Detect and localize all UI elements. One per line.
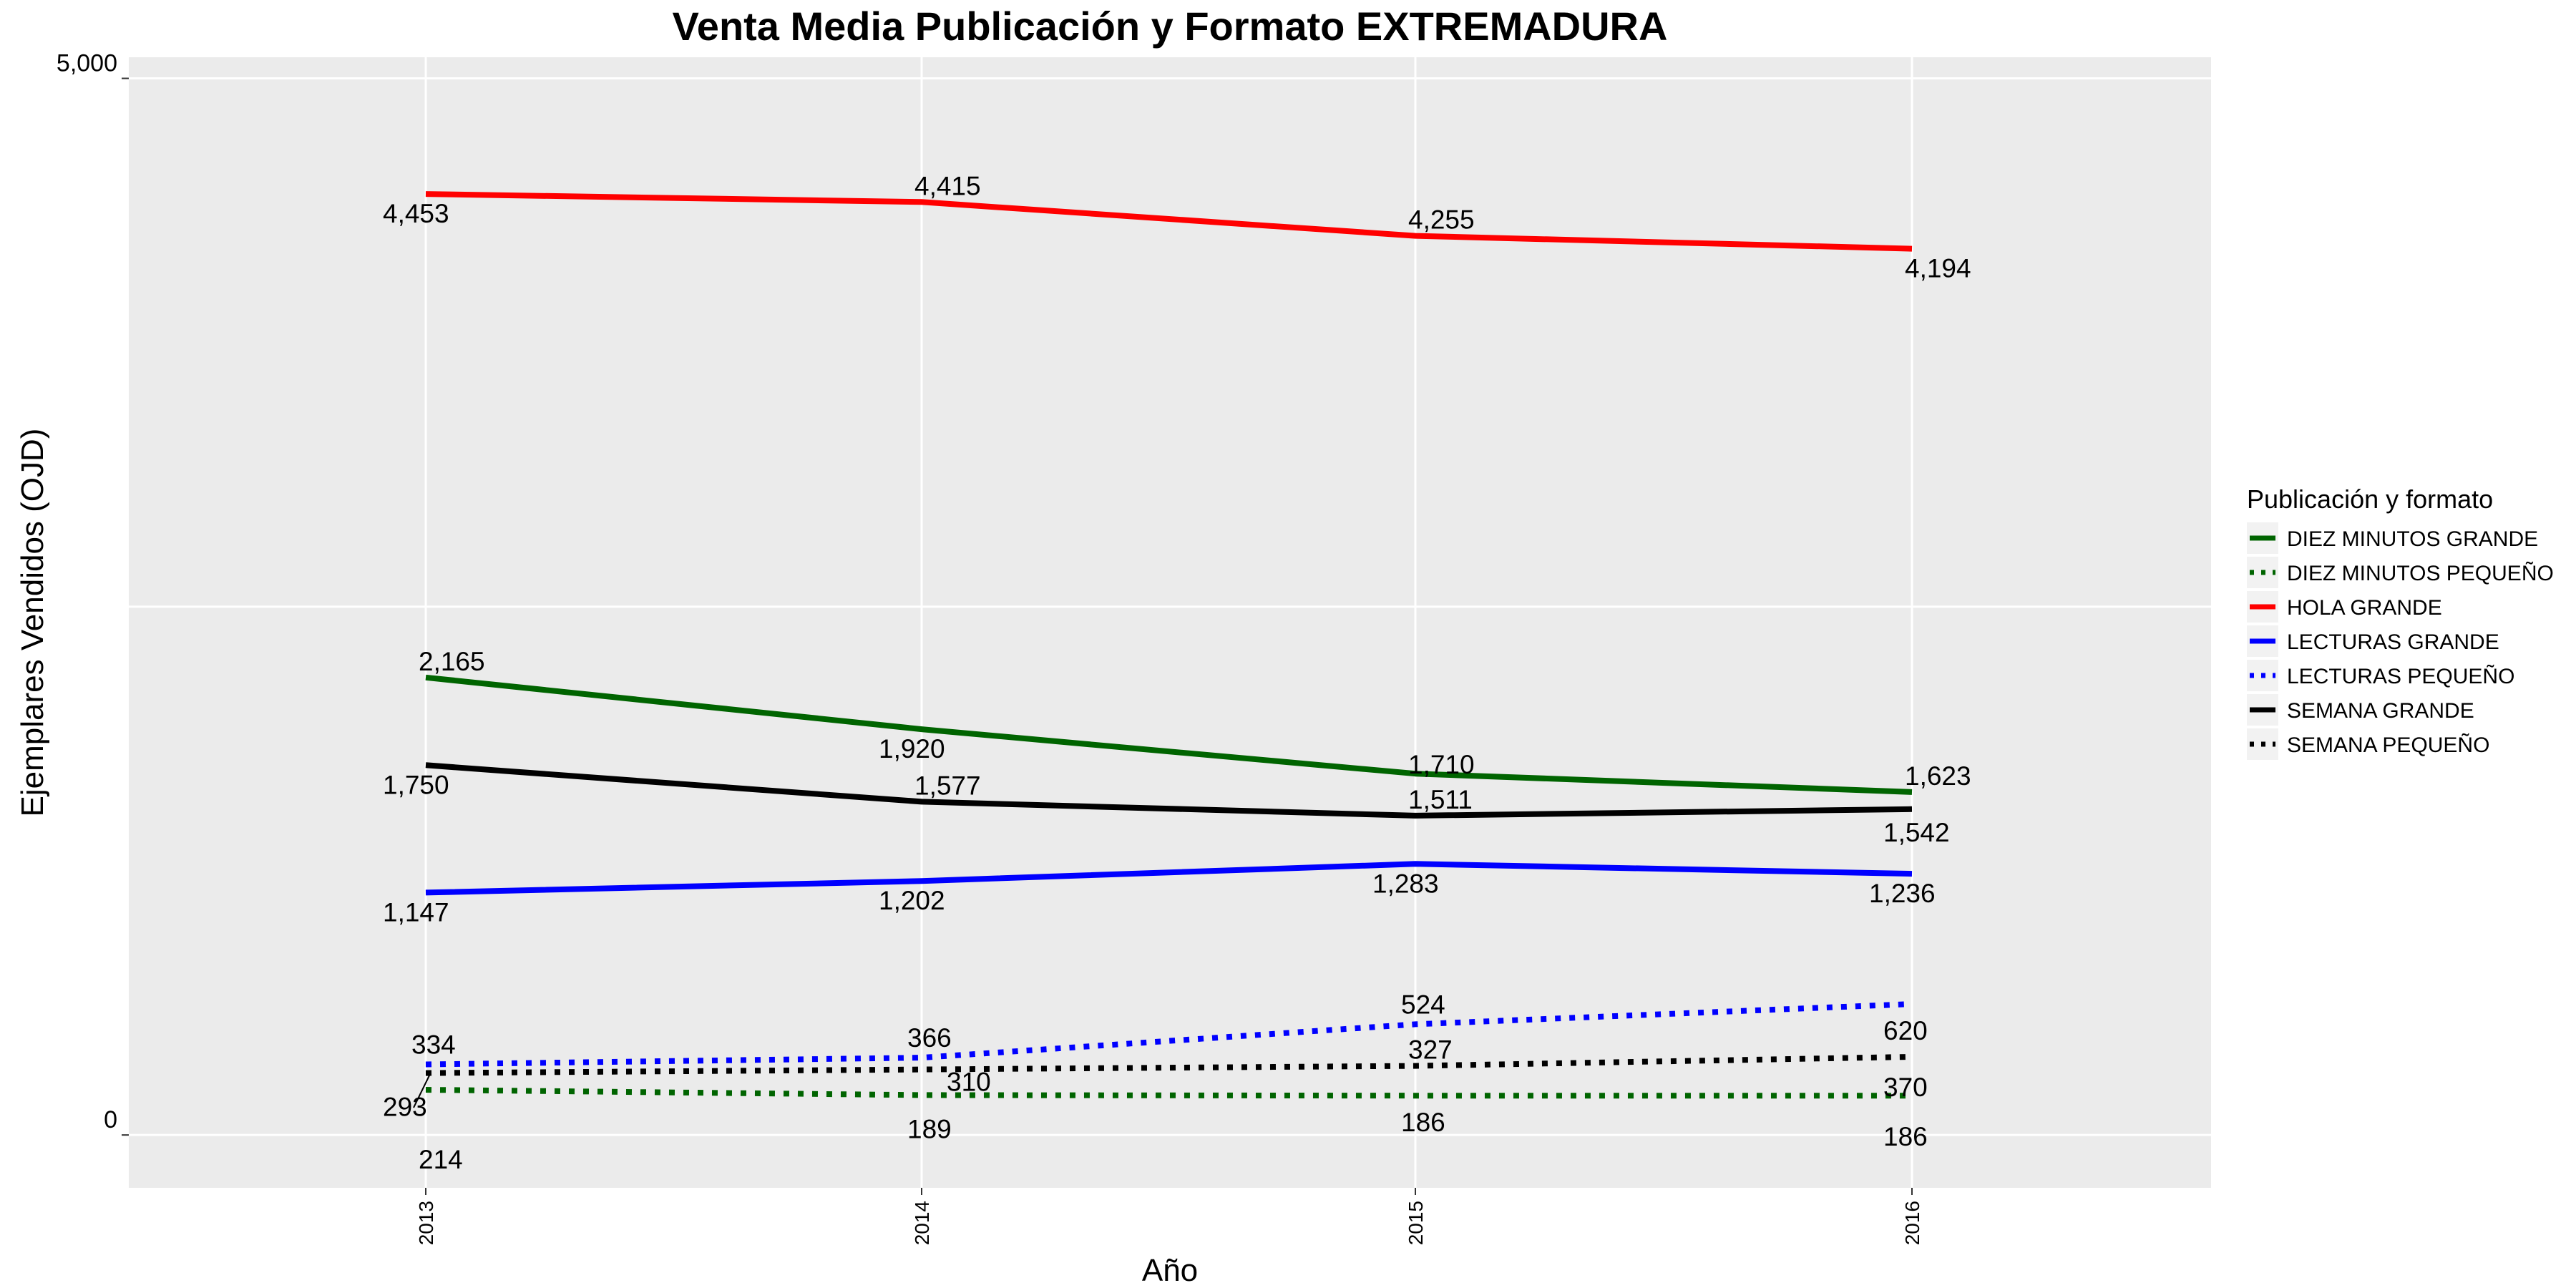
data-label: 366 bbox=[907, 1023, 952, 1053]
data-label: 370 bbox=[1883, 1073, 1928, 1102]
data-label: 1,236 bbox=[1869, 879, 1936, 908]
data-label: 310 bbox=[947, 1068, 991, 1097]
data-label: 1,710 bbox=[1408, 750, 1475, 779]
series-line-0 bbox=[425, 674, 1913, 795]
series-lines bbox=[425, 191, 1913, 1099]
data-label: 1,750 bbox=[383, 770, 449, 799]
chart-title: Venta Media Publicación y Formato EXTREM… bbox=[673, 4, 1668, 49]
y-tick-label: 0 bbox=[104, 1106, 117, 1133]
data-label: 293 bbox=[383, 1093, 427, 1122]
series-line-6 bbox=[425, 1053, 1913, 1076]
data-label: 1,283 bbox=[1372, 869, 1439, 898]
data-label: 4,194 bbox=[1905, 254, 1971, 283]
x-tick-label: 2015 bbox=[1405, 1201, 1427, 1245]
data-label: 334 bbox=[411, 1030, 456, 1060]
data-label: 1,542 bbox=[1883, 818, 1950, 847]
x-tick-label: 2014 bbox=[911, 1201, 933, 1245]
data-label: 2,165 bbox=[419, 647, 485, 676]
y-axis-title: Ejemplares Vendidos (OJD) bbox=[15, 429, 50, 817]
legend-label-4: LECTURAS PEQUEÑO bbox=[2287, 664, 2514, 688]
data-label: 186 bbox=[1883, 1122, 1928, 1151]
data-label: 4,415 bbox=[914, 171, 981, 200]
data-label: 1,920 bbox=[879, 734, 945, 763]
label-leader-line bbox=[413, 1075, 430, 1108]
data-label: 1,577 bbox=[914, 771, 981, 800]
x-axis-title: Año bbox=[1142, 1253, 1198, 1288]
data-label: 1,202 bbox=[879, 886, 945, 915]
data-label: 186 bbox=[1401, 1108, 1445, 1137]
legend-title: Publicación y formato bbox=[2247, 484, 2493, 514]
x-axis: 2013 2014 2015 2016 bbox=[415, 1188, 1923, 1245]
series-line-4 bbox=[425, 1001, 1913, 1068]
x-tick-label: 2016 bbox=[1901, 1201, 1923, 1245]
data-label: 4,255 bbox=[1408, 205, 1475, 235]
legend-label-1: DIEZ MINUTOS PEQUEÑO bbox=[2287, 561, 2554, 585]
legend-label-0: DIEZ MINUTOS GRANDE bbox=[2287, 527, 2538, 551]
x-tick-label: 2013 bbox=[415, 1201, 437, 1245]
data-label: 4,453 bbox=[383, 199, 449, 228]
data-label: 214 bbox=[419, 1145, 463, 1174]
data-labels: 4,453 4,415 4,255 4,194 2,165 1,920 1,710 1,623… bbox=[383, 171, 1971, 1174]
y-tick-label: 5,000 bbox=[57, 50, 117, 77]
legend-label-6: SEMANA PEQUEÑO bbox=[2287, 733, 2489, 757]
data-label: 1,511 bbox=[1408, 785, 1473, 814]
grid-lines bbox=[129, 57, 2211, 1188]
legend: Publicación y formato DIEZ MINUTOS GRAND… bbox=[2247, 484, 2554, 760]
legend-label-2: HOLA GRANDE bbox=[2287, 596, 2442, 620]
series-line-2 bbox=[425, 191, 1913, 252]
data-label: 1,147 bbox=[383, 897, 449, 927]
series-line-1 bbox=[425, 1087, 1912, 1099]
legend-label-5: SEMANA GRANDE bbox=[2287, 699, 2474, 723]
data-label: 524 bbox=[1401, 990, 1445, 1019]
series-line-3 bbox=[425, 861, 1913, 896]
y-axis: 0 5,000 bbox=[57, 50, 129, 1136]
data-label: 620 bbox=[1883, 1016, 1928, 1045]
data-label: 189 bbox=[907, 1114, 952, 1143]
legend-label-3: LECTURAS GRANDE bbox=[2287, 630, 2499, 654]
series-line-5 bbox=[425, 762, 1913, 819]
data-label: 1,623 bbox=[1905, 761, 1971, 791]
data-label: 327 bbox=[1408, 1035, 1453, 1065]
